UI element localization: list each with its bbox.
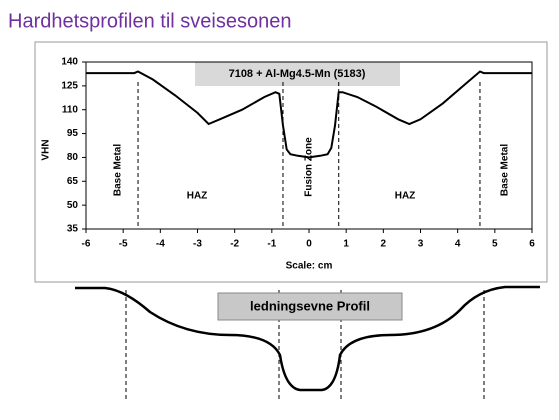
zone-label: Base Metal — [113, 144, 124, 196]
x-tick-label: -4 — [156, 239, 165, 250]
x-tick-label: -5 — [119, 239, 128, 250]
y-tick-label: 140 — [61, 57, 78, 68]
zone-label: Base Metal — [500, 144, 511, 196]
x-tick-label: 3 — [418, 239, 424, 250]
y-tick-label: 110 — [62, 104, 79, 115]
chart-title: 7108 + Al-Mg4.5-Mn (5183) — [229, 68, 366, 80]
x-tick-label: -3 — [193, 239, 202, 250]
y-tick-label: 50 — [67, 200, 79, 211]
x-tick-label: -1 — [267, 239, 276, 250]
profile-dividers — [125, 290, 485, 400]
hardness-line — [86, 70, 532, 159]
title-box — [195, 62, 400, 86]
zone-label: HAZ — [187, 191, 208, 202]
y-tick-label: 35 — [67, 224, 79, 235]
profile-label: ledningsevne Profil — [250, 298, 370, 313]
x-tick-label: 2 — [381, 239, 387, 250]
conductivity-profile: ledningsevne Profil — [75, 285, 540, 400]
y-tick-label: 95 — [67, 128, 79, 139]
profile-box — [217, 292, 403, 321]
x-tick-label: -2 — [230, 239, 239, 250]
x-tick-label: 1 — [343, 239, 349, 250]
y-tick-label: 80 — [67, 152, 79, 163]
zone-label: Fusion Zone — [304, 137, 315, 197]
x-tick-label: 6 — [529, 239, 535, 250]
y-tick-label: 125 — [61, 80, 78, 91]
y-tick-label: 65 — [67, 176, 79, 187]
y-axis-label: VHN — [41, 139, 52, 160]
x-tick-label: 5 — [492, 239, 498, 250]
profile-curve — [75, 285, 540, 392]
zone-label: HAZ — [395, 191, 416, 202]
x-tick-label: -6 — [82, 239, 91, 250]
slide-title: Hardhetsprofilen til sveisesonen — [8, 10, 292, 32]
x-axis-label: Scale: cm — [286, 261, 333, 272]
x-tick-label: 0 — [306, 239, 312, 250]
x-tick-label: 4 — [455, 239, 461, 250]
